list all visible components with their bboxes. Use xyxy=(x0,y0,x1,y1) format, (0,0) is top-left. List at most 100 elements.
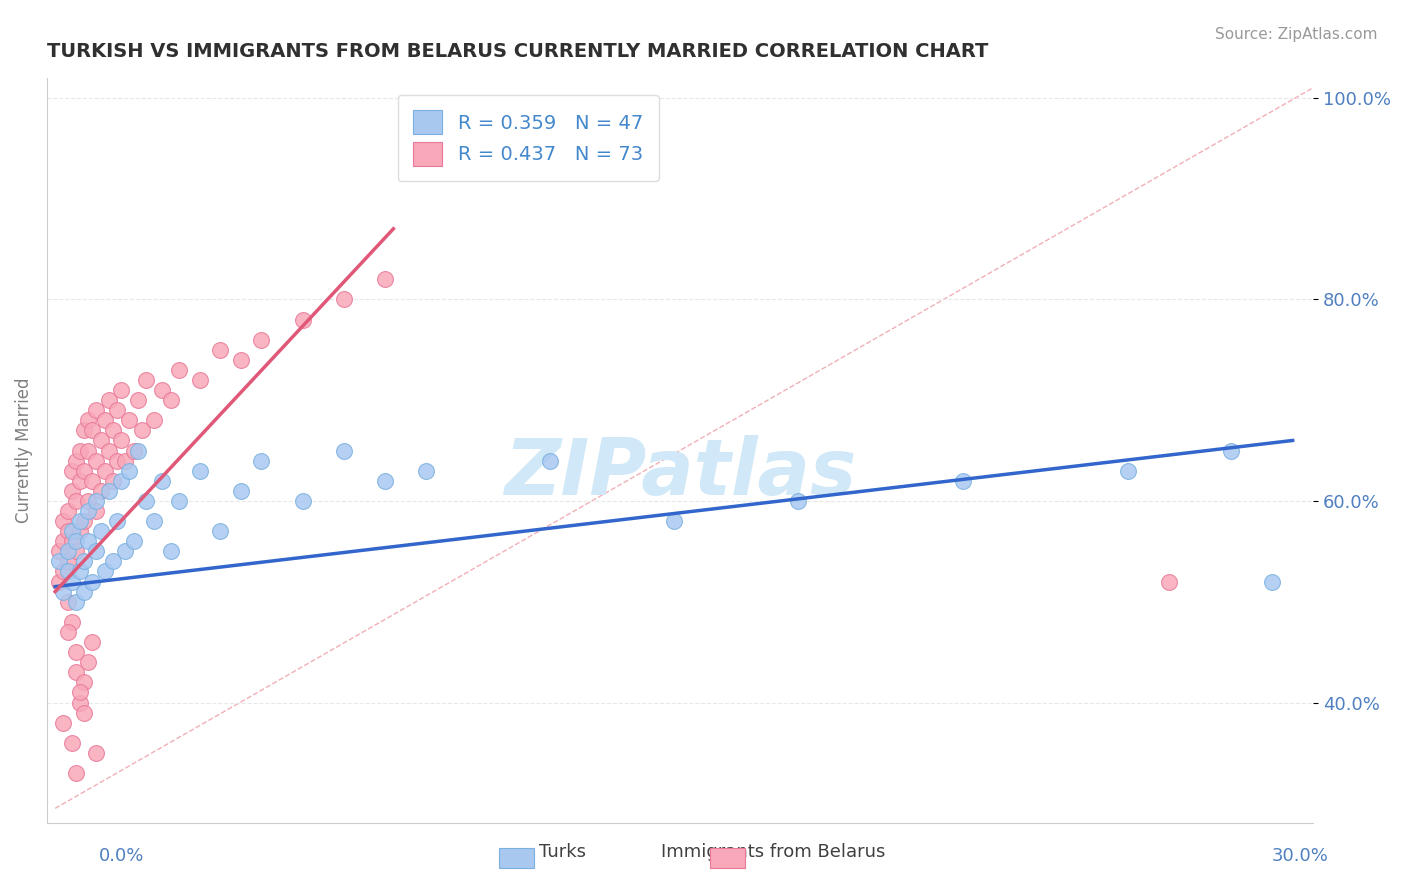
Point xyxy=(786,494,808,508)
Point xyxy=(69,514,91,528)
Point xyxy=(1116,464,1139,478)
Point xyxy=(73,675,96,690)
Point xyxy=(56,524,79,538)
Point xyxy=(52,534,75,549)
Point xyxy=(127,443,149,458)
Point xyxy=(52,584,75,599)
Point xyxy=(86,544,108,558)
Point xyxy=(60,615,83,629)
Point xyxy=(150,383,173,397)
Point xyxy=(82,423,104,437)
Point xyxy=(60,574,83,589)
Point xyxy=(118,464,141,478)
Point xyxy=(127,393,149,408)
Y-axis label: Currently Married: Currently Married xyxy=(15,378,32,524)
Point xyxy=(93,565,115,579)
Point xyxy=(167,363,190,377)
Point xyxy=(93,413,115,427)
Point xyxy=(97,443,120,458)
Point xyxy=(60,464,83,478)
Point xyxy=(122,534,145,549)
Point xyxy=(48,544,70,558)
Point xyxy=(250,453,273,467)
Point xyxy=(122,443,145,458)
Point xyxy=(56,624,79,639)
Point xyxy=(65,645,87,659)
Point xyxy=(65,494,87,508)
Point xyxy=(188,464,211,478)
Point xyxy=(662,514,685,528)
Point xyxy=(77,443,100,458)
Point xyxy=(114,453,136,467)
Point xyxy=(86,746,108,760)
Point xyxy=(110,474,132,488)
Point xyxy=(229,352,252,367)
Point xyxy=(52,565,75,579)
Point xyxy=(73,464,96,478)
Text: 0.0%: 0.0% xyxy=(98,847,143,865)
Point xyxy=(56,544,79,558)
Point xyxy=(52,514,75,528)
Text: TURKISH VS IMMIGRANTS FROM BELARUS CURRENTLY MARRIED CORRELATION CHART: TURKISH VS IMMIGRANTS FROM BELARUS CURRE… xyxy=(46,42,988,61)
Point xyxy=(73,584,96,599)
Point xyxy=(65,766,87,780)
Point xyxy=(374,474,396,488)
Point xyxy=(77,504,100,518)
Point xyxy=(209,343,232,357)
Point xyxy=(118,413,141,427)
Point xyxy=(159,544,181,558)
Point xyxy=(250,333,273,347)
Point xyxy=(229,483,252,498)
Point xyxy=(135,494,157,508)
Point xyxy=(77,655,100,669)
Point xyxy=(89,524,111,538)
Point xyxy=(69,696,91,710)
Point xyxy=(333,293,356,307)
Point xyxy=(1219,443,1241,458)
Point xyxy=(110,434,132,448)
Point xyxy=(60,524,83,538)
Point xyxy=(73,706,96,720)
Point xyxy=(167,494,190,508)
Point xyxy=(89,434,111,448)
Point xyxy=(101,474,124,488)
Point xyxy=(60,534,83,549)
Point xyxy=(538,453,561,467)
Point xyxy=(105,514,128,528)
Point xyxy=(415,464,437,478)
Point xyxy=(209,524,232,538)
Point xyxy=(82,474,104,488)
Point xyxy=(65,595,87,609)
Point xyxy=(101,554,124,568)
Point xyxy=(97,393,120,408)
Point xyxy=(1157,574,1180,589)
Point xyxy=(86,494,108,508)
Point xyxy=(69,524,91,538)
Point xyxy=(60,736,83,750)
Point xyxy=(333,443,356,458)
Point xyxy=(73,554,96,568)
Point xyxy=(291,312,314,326)
Point xyxy=(56,595,79,609)
Point xyxy=(65,453,87,467)
Point xyxy=(101,423,124,437)
Point xyxy=(52,715,75,730)
Point xyxy=(56,565,79,579)
Point xyxy=(69,474,91,488)
Point xyxy=(65,534,87,549)
Point xyxy=(374,272,396,286)
Point xyxy=(56,504,79,518)
Point xyxy=(48,574,70,589)
Point xyxy=(60,483,83,498)
Point xyxy=(73,514,96,528)
Text: ZIPatlas: ZIPatlas xyxy=(503,435,856,511)
Point xyxy=(143,413,166,427)
Text: 30.0%: 30.0% xyxy=(1272,847,1329,865)
Point xyxy=(69,685,91,699)
Point xyxy=(69,565,91,579)
Point xyxy=(65,665,87,680)
Point xyxy=(135,373,157,387)
Point xyxy=(188,373,211,387)
Point xyxy=(105,403,128,417)
Point xyxy=(86,403,108,417)
